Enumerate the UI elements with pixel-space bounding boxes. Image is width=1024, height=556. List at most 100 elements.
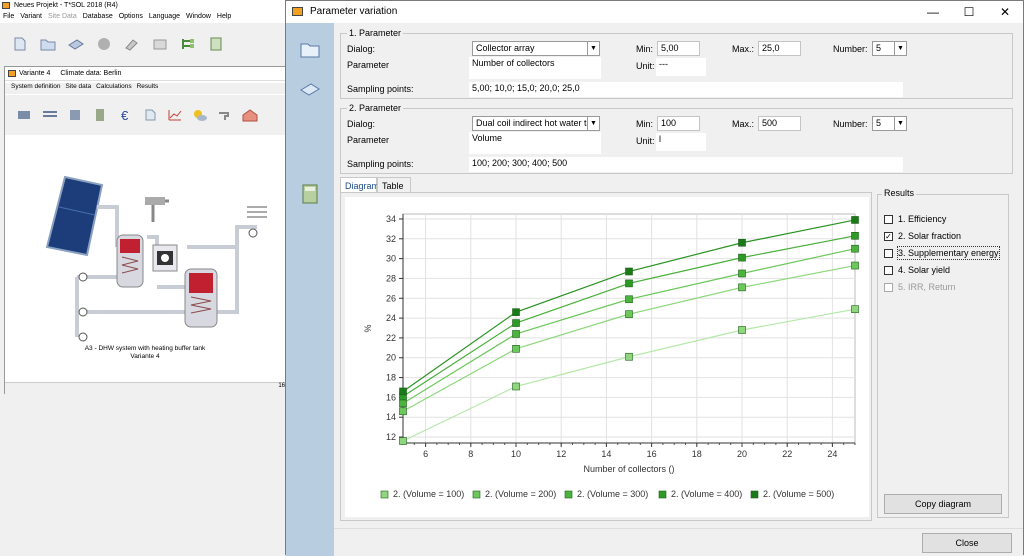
param2-dialog-select[interactable]: Dual coil indirect hot water tank ▼ [472,116,600,131]
dialog-titlebar[interactable]: Parameter variation — ☐ ✕ [286,1,1023,23]
menu-item-database[interactable]: Database [82,13,113,20]
main-app-window: Neues Projekt - T*SOL 2018 (R4) File Vari… [0,0,290,555]
param2-min-input[interactable]: 100 [657,116,700,131]
data-point [625,295,633,304]
legend-marker [380,490,389,499]
meter-icon[interactable] [90,107,110,123]
param2-min-label: Min: [636,119,654,129]
save-variation-icon[interactable] [298,79,322,99]
euro-icon[interactable]: € [115,107,135,123]
calculator-icon[interactable] [206,36,226,52]
variant-menu-item-calculations[interactable]: Calculations [96,83,132,90]
system-icon[interactable] [15,107,35,123]
checkbox-icon[interactable] [884,265,893,275]
menu-item-file[interactable]: File [3,13,15,20]
tree-icon[interactable] [178,36,198,52]
variant-menu-item-system-definition[interactable]: System definition [11,83,61,90]
boiler-icon[interactable] [65,107,85,123]
data-point [625,267,633,276]
result-option-label: 2. Solar fraction [898,231,962,241]
data-point [851,244,859,253]
schematic-caption: A3 - DHW system with heating buffer tank… [7,345,283,361]
data-point [738,238,746,247]
data-point [851,232,859,240]
result-option-label: 3. Supplementary energy [897,246,1000,260]
weather-icon[interactable] [190,107,210,123]
pump-icon [78,307,88,317]
checkbox-icon[interactable] [884,248,893,258]
chevron-down-icon[interactable]: ▼ [894,42,906,55]
chevron-down-icon[interactable]: ▼ [587,42,599,55]
param1-sampling-label: Sampling points: [347,84,414,94]
menu-item-window[interactable]: Window [186,13,211,20]
document-icon[interactable] [140,107,160,123]
checkbox-icon[interactable]: ✓ [884,231,893,241]
open-folder-icon[interactable] [38,36,58,52]
calculate-icon[interactable] [300,183,320,205]
data-point [851,305,859,313]
close-window-button[interactable]: ✕ [999,5,1011,19]
param1-max-input[interactable]: 25,0 [758,41,801,56]
y-tick-label: 24 [386,313,396,323]
data-point [512,382,520,391]
x-tick-label: 12 [556,449,566,459]
cloud-icon[interactable] [94,36,114,52]
parameter-variation-dialog: Parameter variation — ☐ ✕ 1. Parameter D… [285,0,1024,556]
param1-number-select[interactable]: 5 ▼ [872,41,907,56]
menu-item-language[interactable]: Language [148,13,180,20]
solar-collector-icon [45,175,104,257]
menu-item-variant[interactable]: Variant [20,13,42,20]
result-option-1[interactable]: 1. Efficiency [884,213,946,225]
y-tick-label: 26 [386,293,396,303]
result-option-2[interactable]: ✓ 2. Solar fraction [884,230,961,242]
variant-menu-bar: System definition Site data Calculations Re… [5,83,287,94]
copy-diagram-button[interactable]: Copy diagram [884,494,1002,514]
variant-logo-icon [8,70,16,77]
component-icon[interactable] [150,36,170,52]
param1-number-label: Number: [833,44,868,54]
param2-parameter-value: Volume [469,132,601,154]
open-variation-icon[interactable] [298,39,322,59]
param1-min-input[interactable]: 5,00 [657,41,700,56]
menu-item-site-data[interactable]: Site Data [47,13,77,20]
menu-item-options[interactable]: Options [118,13,143,20]
legend-label: 2. (Volume = 500) [763,489,834,499]
tools-icon[interactable] [122,36,142,52]
consumption-icon[interactable] [40,107,60,123]
save-icon[interactable] [66,36,86,52]
result-option-4[interactable]: 4. Solar yield [884,264,950,276]
maximize-button[interactable]: ☐ [963,5,975,19]
chart-icon[interactable] [165,107,185,123]
checkbox-icon[interactable] [884,214,893,224]
tab-table[interactable]: Table [377,177,411,193]
param1-dialog-select[interactable]: Collector array ▼ [472,41,600,56]
pump-icon [78,332,88,342]
menu-item-help[interactable]: Help [216,13,232,20]
parameter1-group-label: 1. Parameter [347,28,404,38]
data-point [399,399,407,408]
data-point [625,310,633,318]
tab-diagram[interactable]: Diagram [340,177,379,193]
svg-text:€: € [121,108,129,123]
hot-water-tank-icon [116,234,144,288]
legend-marker [564,490,573,499]
variant-menu-item-site-data[interactable]: Site data [65,83,92,90]
house-icon[interactable] [240,107,260,123]
param2-max-input[interactable]: 500 [758,116,801,131]
chevron-down-icon[interactable]: ▼ [587,117,599,130]
param2-number-select[interactable]: 5 ▼ [872,116,907,131]
minimize-button[interactable]: — [927,5,939,19]
param2-unit-label: Unit: [636,136,655,146]
results-group: Results 1. Efficiency ✓ 2. Solar fraction 3… [877,188,1009,518]
x-tick-label: 22 [782,449,792,459]
new-file-icon[interactable] [10,36,30,52]
variant-menu-item-results[interactable]: Results [136,83,159,90]
y-tick-label: 18 [386,373,396,383]
close-button[interactable]: Close [922,533,1012,553]
result-option-3[interactable]: 3. Supplementary energy [884,246,1000,260]
chevron-down-icon[interactable]: ▼ [894,117,906,130]
legend-marker [658,490,667,499]
status-text: 16 [278,383,285,389]
param1-number-value: 5 [876,43,882,53]
tap-icon[interactable] [215,107,235,123]
